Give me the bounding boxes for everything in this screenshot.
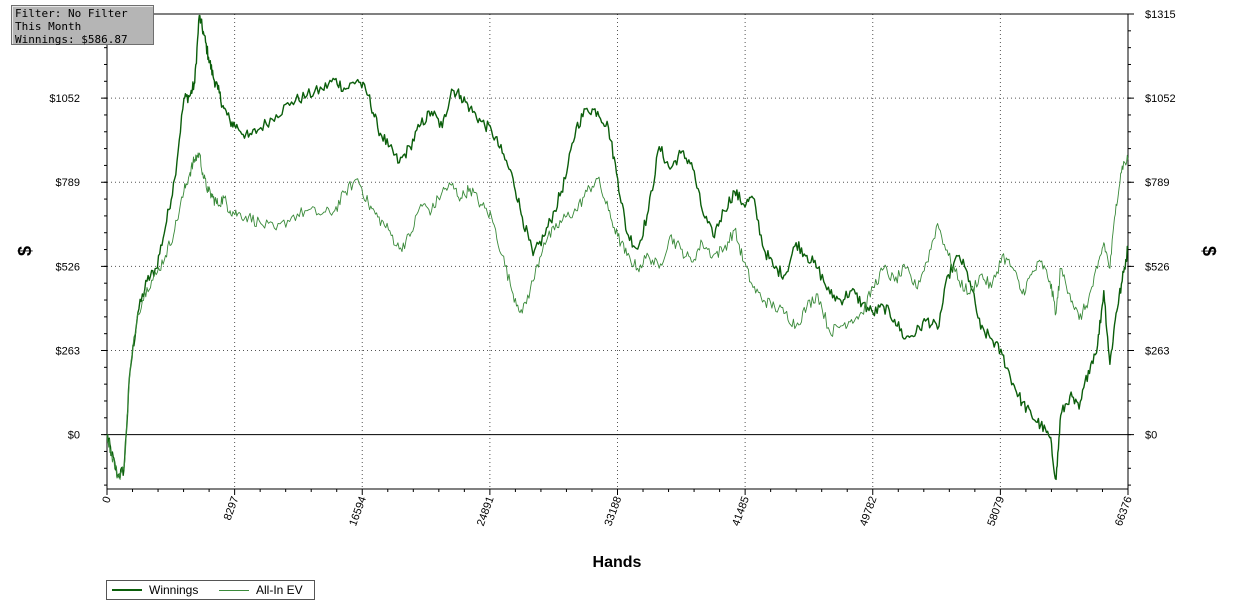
x-tick-label: 66376 [1113, 495, 1135, 528]
x-tick-label: 33188 [603, 495, 625, 528]
y-tick-label-left: $789 [56, 177, 80, 189]
legend-item-winnings: Winnings [112, 583, 198, 597]
legend-label-allin-ev: All-In EV [256, 583, 303, 597]
x-tick-label: 49782 [858, 495, 880, 528]
x-axis-label: Hands [593, 554, 642, 571]
y-tick-label-left: $0 [68, 430, 80, 442]
y-tick-label-left: $263 [56, 345, 80, 357]
legend: Winnings All-In EV [106, 580, 315, 600]
y-tick-label-right: $789 [1145, 177, 1169, 189]
period-label: This Month [15, 20, 82, 33]
x-tick-label: 16594 [347, 495, 369, 528]
grid [107, 14, 1128, 489]
legend-item-allin-ev: All-In EV [219, 583, 303, 597]
x-tick-label: 8297 [222, 495, 242, 522]
filter-label: Filter: No Filter [15, 7, 128, 20]
legend-swatch-winnings [112, 589, 142, 591]
x-tick-label: 0 [100, 495, 113, 505]
y-tick-label-left: $1052 [49, 93, 80, 105]
legend-label-winnings: Winnings [149, 583, 199, 597]
y-tick-label-right: $263 [1145, 345, 1169, 357]
y-tick-label-right: $0 [1145, 430, 1157, 442]
series [106, 14, 1129, 481]
axes [106, 13, 1129, 490]
y-tick-label-left: $526 [56, 261, 80, 273]
y-tick-label-right: $1315 [1145, 9, 1176, 21]
plot-frame [106, 13, 1129, 490]
filter-info-box: Filter: No Filter This Month Winnings: $… [11, 5, 154, 46]
y-axis-label-right: $ [1199, 246, 1219, 256]
legend-swatch-allin-ev [219, 589, 249, 591]
y-tick-label-right: $1052 [1145, 93, 1176, 105]
x-tick-label: 24891 [475, 495, 497, 528]
y-axis-label-left: $ [15, 246, 35, 256]
y-tick-label-right: $526 [1145, 261, 1169, 273]
x-tick-label: 41485 [730, 495, 752, 528]
winnings-label: Winnings: $586.87 [15, 33, 128, 46]
series-line-allin-ev [106, 152, 1129, 481]
x-tick-label: 58079 [985, 495, 1007, 528]
series-line-winnings [106, 14, 1129, 481]
